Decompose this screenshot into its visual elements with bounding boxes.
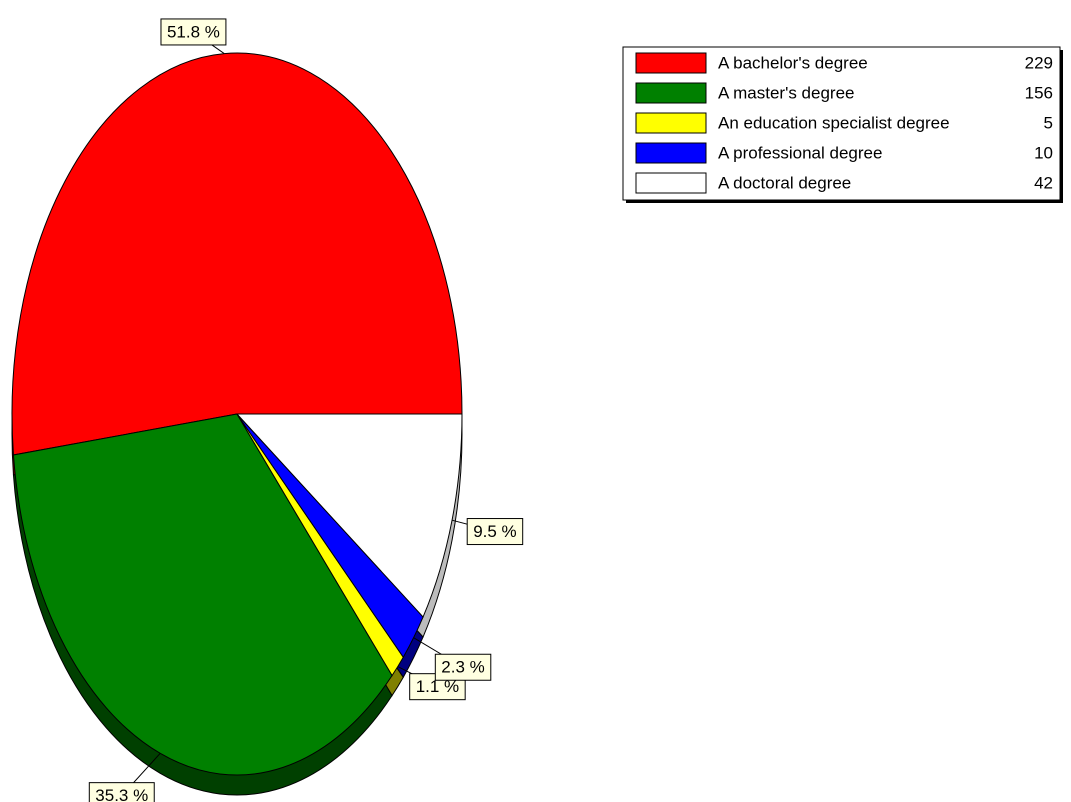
label-box: [88, 782, 155, 802]
legend-label: A bachelor's degree: [718, 53, 868, 72]
slice: [11, 52, 463, 456]
legend: A bachelor's degree 229 A master's degree 1…: [622, 46, 1063, 203]
legend-value: 5: [1044, 113, 1053, 132]
label-box: [434, 653, 492, 681]
legend-label: A professional degree: [718, 143, 882, 162]
legend-label: A master's degree: [718, 83, 854, 102]
legend-value: 156: [1025, 83, 1053, 102]
data-label: 1.1 %: [416, 677, 459, 696]
legend-value: 10: [1034, 143, 1053, 162]
legend-value: 42: [1034, 173, 1053, 192]
slice: [12, 413, 393, 776]
data-label: 51.8 %: [167, 22, 220, 41]
label-box: [466, 518, 524, 546]
legend-swatch: [635, 172, 707, 194]
pie: 51.8 % 35.3 % 1.1 %2.3 % 9.5 %: [11, 18, 524, 802]
legend-swatch: [635, 112, 707, 134]
legend-swatch: [635, 142, 707, 164]
legend-swatch: [635, 52, 707, 74]
legend-swatch: [635, 82, 707, 104]
data-label: 2.3 %: [441, 658, 484, 677]
legend-label: An education specialist degree: [718, 113, 950, 132]
data-label: 35.3 %: [95, 786, 148, 802]
legend-value: 229: [1025, 53, 1053, 72]
data-label: 9.5 %: [473, 522, 516, 541]
label-box: [160, 18, 227, 46]
legend-label: A doctoral degree: [718, 173, 851, 192]
